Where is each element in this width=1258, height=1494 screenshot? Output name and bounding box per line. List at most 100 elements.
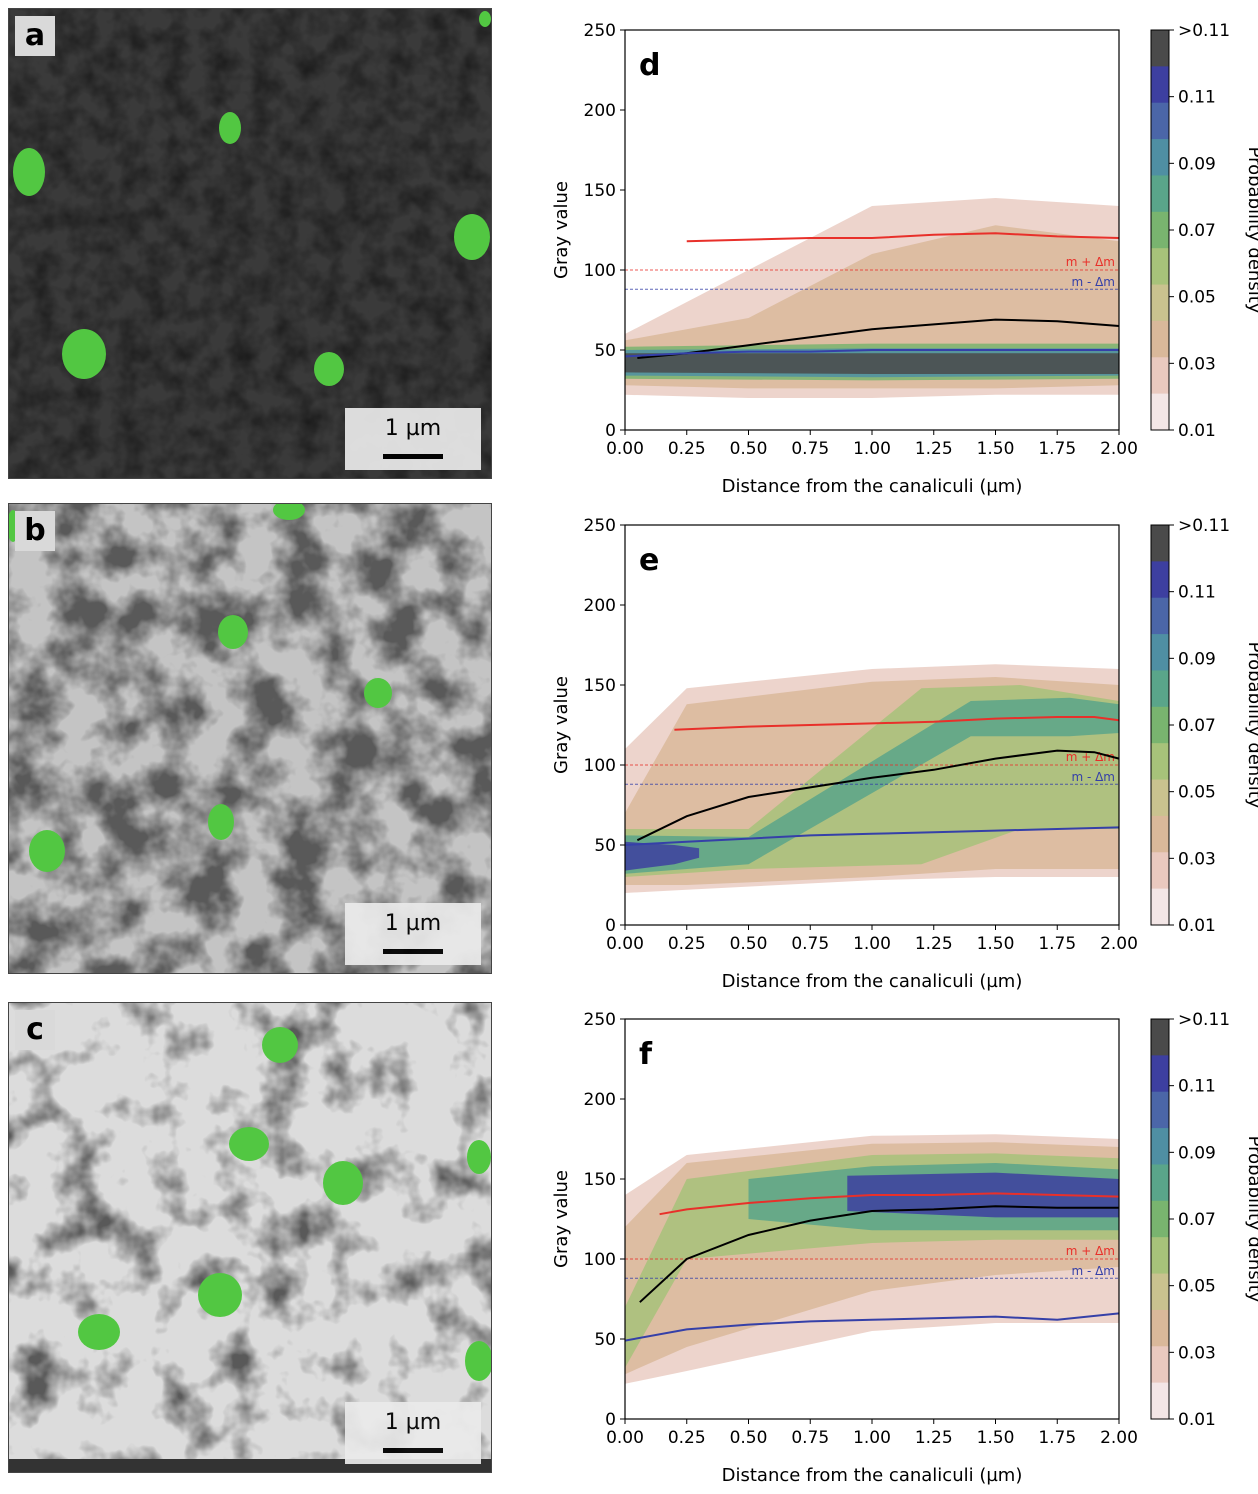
colorbar-band <box>1151 357 1169 395</box>
y-tick-label: 250 <box>584 21 616 41</box>
scale-bar-box: 1 µm <box>345 903 481 965</box>
y-tick-label: 200 <box>584 596 616 616</box>
colorbar-tick-label: >0.11 <box>1178 21 1230 41</box>
colorbar-band <box>1151 888 1169 926</box>
x-tick-label: 0.00 <box>606 1428 644 1448</box>
threshold-label: m + Δm <box>1066 1244 1115 1258</box>
colorbar-band <box>1151 561 1169 599</box>
colorbar-tick-label: 0.11 <box>1178 88 1216 108</box>
y-axis-label: Gray value <box>551 181 572 279</box>
colorbar-tick-label: 0.07 <box>1178 716 1216 736</box>
colorbar-tick-label: 0.05 <box>1178 783 1216 803</box>
colorbar-band <box>1151 1164 1169 1202</box>
x-tick-label: 1.75 <box>1038 1428 1076 1448</box>
colorbar-band <box>1151 743 1169 781</box>
y-tick-label: 0 <box>605 1410 616 1430</box>
colorbar-band <box>1151 1237 1169 1275</box>
colorbar-tick-label: 0.01 <box>1178 916 1216 936</box>
x-tick-label: 1.75 <box>1038 439 1076 459</box>
panel-label: d <box>639 48 660 83</box>
y-tick-label: 100 <box>584 261 616 281</box>
density-contour <box>625 353 1119 374</box>
x-tick-label: 1.50 <box>977 934 1015 954</box>
chart-svg: m + Δmm - Δm0.00 0.25 0.50 0.75 1.00 1.25 1.50… <box>551 516 1258 992</box>
scale-text: 1 µm <box>384 911 442 936</box>
colorbar-band <box>1151 1309 1169 1347</box>
series-line <box>637 318 1120 359</box>
y-tick-label: 200 <box>584 1090 616 1110</box>
colorbar-band <box>1151 525 1169 562</box>
chart-svg: m + Δmm - Δm0.00 0.25 0.50 0.75 1.00 1.25 1.50… <box>551 1010 1258 1486</box>
panel-label: e <box>639 543 659 578</box>
colorbar-tick-label: 0.05 <box>1178 288 1216 308</box>
panel-label: a <box>15 16 55 56</box>
colorbar-band <box>1151 852 1169 890</box>
colorbar-band <box>1151 102 1169 140</box>
series-line <box>686 232 1120 243</box>
x-tick-label: 0.50 <box>730 1428 768 1448</box>
density-chart-d: m + Δm m - Δm 0.00 0.25 0.50 0.75 1.00 1.25 1.50… <box>540 15 1258 505</box>
density-contour <box>847 1172 1119 1218</box>
colorbar-tick-label: 0.11 <box>1178 1077 1216 1097</box>
threshold-label: m - Δm <box>1071 1264 1115 1278</box>
y-tick-label: 150 <box>584 181 616 201</box>
colorbar-band <box>1151 1200 1169 1238</box>
scale-bar <box>383 454 443 459</box>
colorbar-tick-label: >0.11 <box>1178 516 1230 536</box>
x-tick-label: 0.50 <box>730 934 768 954</box>
x-tick-label: 1.00 <box>853 1428 891 1448</box>
scale-bar <box>383 1448 443 1453</box>
x-tick-label: 0.25 <box>668 1428 706 1448</box>
colorbar-tick-label: 0.03 <box>1178 354 1216 374</box>
scale-bar-box: 1 µm <box>345 1402 481 1464</box>
colorbar-band <box>1151 175 1169 213</box>
x-tick-label: 2.00 <box>1100 439 1138 459</box>
series-line <box>639 1205 1119 1303</box>
colorbar-band <box>1151 597 1169 635</box>
colorbar-band <box>1151 1091 1169 1129</box>
series-line <box>674 716 1120 731</box>
colorbar-band <box>1151 779 1169 817</box>
colorbar-band <box>1151 1055 1169 1093</box>
scale-bar <box>383 949 443 954</box>
y-axis-label: Gray value <box>551 1170 572 1268</box>
colorbar-band <box>1151 670 1169 708</box>
density-chart-e: m + Δm m - Δm 0.00 0.25 0.50 0.75 1.00 1.25 1.50… <box>540 510 1258 1000</box>
y-tick-label: 150 <box>584 676 616 696</box>
colorbar-band <box>1151 30 1169 67</box>
y-tick-label: 0 <box>605 916 616 936</box>
threshold-label: m - Δm <box>1071 275 1115 289</box>
x-tick-label: 2.00 <box>1100 1428 1138 1448</box>
micrograph-image <box>9 9 491 478</box>
density-chart-f: m + Δm m - Δm 0.00 0.25 0.50 0.75 1.00 1.25 1.50… <box>540 1004 1258 1494</box>
x-axis-label: Distance from the canaliculi (µm) <box>722 971 1023 992</box>
y-axis-label: Gray value <box>551 676 572 774</box>
x-tick-label: 1.25 <box>915 934 953 954</box>
colorbar-band <box>1151 1382 1169 1420</box>
y-tick-label: 200 <box>584 101 616 121</box>
x-tick-label: 0.25 <box>668 439 706 459</box>
chart-svg: m + Δmm - Δm0.00 0.25 0.50 0.75 1.00 1.25 1.50… <box>551 21 1258 497</box>
x-tick-label: 0.50 <box>730 439 768 459</box>
micrograph-c: c 1 µm <box>8 1002 492 1473</box>
y-tick-label: 50 <box>594 1330 616 1350</box>
colorbar-band <box>1151 248 1169 286</box>
colorbar-tick-label: 0.07 <box>1178 1210 1216 1230</box>
x-tick-label: 0.75 <box>791 934 829 954</box>
x-tick-label: 1.75 <box>1038 934 1076 954</box>
colorbar-band <box>1151 706 1169 744</box>
colorbar-band <box>1151 393 1169 431</box>
panel-label: f <box>639 1037 653 1072</box>
colorbar-band <box>1151 1273 1169 1311</box>
y-tick-label: 250 <box>584 1010 616 1030</box>
x-tick-label: 1.50 <box>977 439 1015 459</box>
colorbar-tick-label: 0.09 <box>1178 1143 1216 1163</box>
y-tick-label: 50 <box>594 341 616 361</box>
threshold-label: m + Δm <box>1066 255 1115 269</box>
x-axis-label: Distance from the canaliculi (µm) <box>722 476 1023 497</box>
colorbar-band <box>1151 211 1169 249</box>
colorbar-tick-label: 0.03 <box>1178 1343 1216 1363</box>
colorbar-label: Probability density <box>1244 642 1258 809</box>
colorbar-tick-label: 0.01 <box>1178 421 1216 441</box>
x-tick-label: 0.00 <box>606 934 644 954</box>
